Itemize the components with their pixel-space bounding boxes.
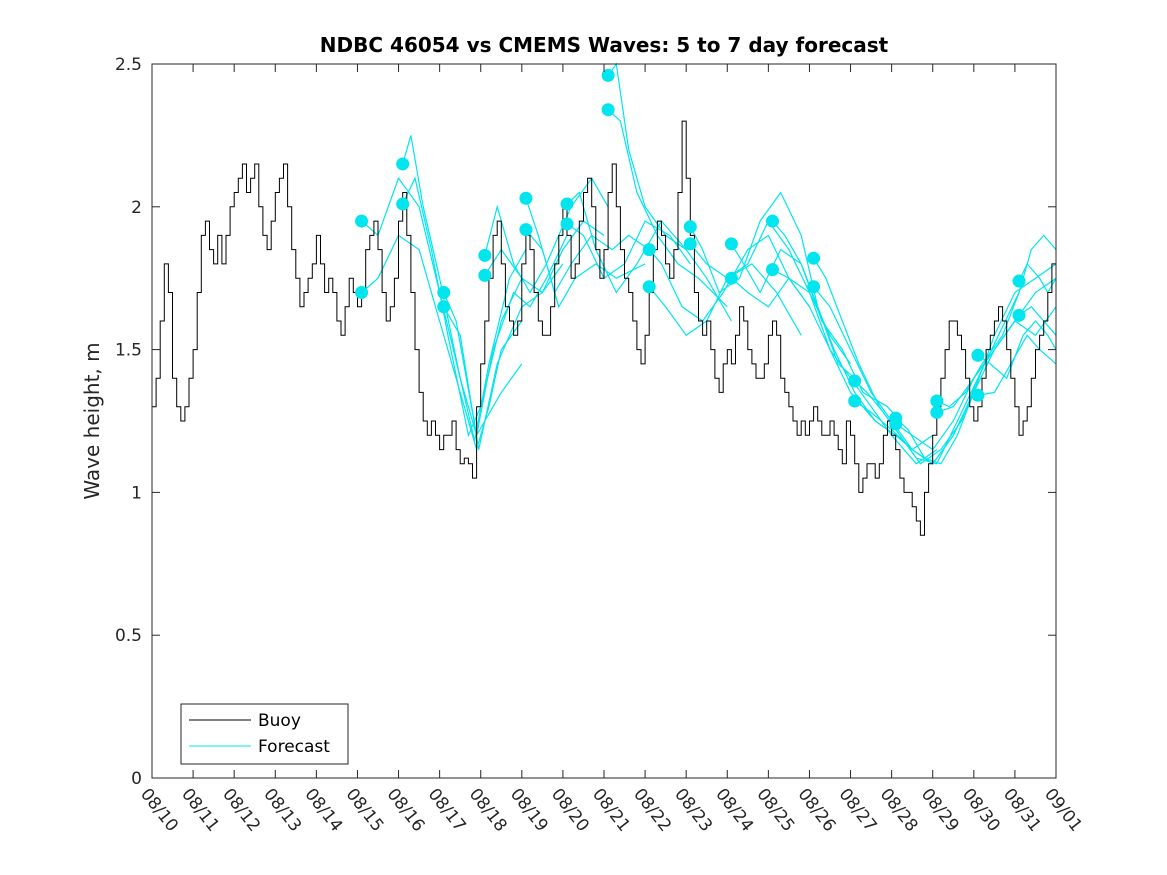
chart-title: NDBC 46054 vs CMEMS Waves: 5 to 7 day fo… — [320, 33, 889, 57]
legend-forecast-label: Forecast — [258, 737, 330, 757]
x-tick-label: 08/23 — [670, 785, 716, 836]
x-tick-label: 08/26 — [794, 785, 840, 836]
x-tick-label: 08/22 — [629, 785, 675, 836]
forecast-line — [854, 292, 1020, 465]
x-tick-label: 08/30 — [958, 785, 1004, 836]
forecast-marker — [971, 348, 985, 362]
forecast-line — [525, 198, 650, 295]
forecast-marker — [971, 388, 985, 402]
forecast-marker — [889, 417, 903, 431]
x-tick-label: 08/18 — [465, 785, 511, 836]
x-tick-label: 08/14 — [300, 785, 346, 836]
forecast-marker — [642, 243, 656, 257]
forecast-line — [689, 191, 856, 379]
forecast-marker — [355, 285, 369, 299]
forecast-line — [936, 234, 1057, 408]
forecast-line — [1018, 262, 1057, 294]
x-tick-label: 08/31 — [999, 785, 1045, 836]
forecast-line — [936, 277, 1057, 413]
x-tick-label: 08/12 — [218, 785, 264, 836]
forecast-marker — [765, 263, 779, 277]
y-tick-label: 0 — [131, 769, 142, 789]
y-axis-ticks: 0 0.5 1 1.5 2 2.5 — [115, 55, 1056, 789]
forecast-marker — [848, 374, 862, 388]
forecast-line — [731, 277, 897, 436]
forecast-marker — [396, 197, 410, 211]
forecast-line — [484, 177, 609, 294]
x-tick-label: 08/15 — [342, 785, 388, 836]
forecast-marker — [560, 197, 574, 211]
forecast-line — [895, 263, 1057, 465]
x-tick-label: 08/11 — [177, 785, 223, 836]
x-tick-label: 08/27 — [835, 785, 881, 836]
forecast-line — [443, 235, 568, 436]
forecast-line — [977, 334, 1057, 396]
forecast-marker — [519, 223, 533, 237]
forecast-marker — [355, 214, 369, 228]
forecast-marker — [930, 405, 944, 419]
y-tick-label: 2 — [131, 198, 142, 218]
forecast-marker — [930, 394, 944, 408]
legend-buoy-label: Buoy — [258, 711, 301, 731]
forecast-marker — [848, 394, 862, 408]
y-tick-label: 0.5 — [115, 626, 142, 646]
forecast-marker — [642, 280, 656, 294]
forecast-line — [402, 135, 527, 442]
forecast-line — [607, 62, 732, 322]
x-tick-label: 08/25 — [752, 785, 798, 836]
plot-area — [152, 64, 1056, 778]
x-tick-label: 08/24 — [711, 785, 757, 836]
forecast-marker — [519, 191, 533, 205]
x-tick-label: 08/28 — [876, 785, 922, 836]
forecast-marker — [560, 217, 574, 231]
forecast-line — [361, 176, 523, 437]
y-tick-label: 2.5 — [115, 55, 142, 75]
x-tick-label: 08/29 — [917, 785, 963, 836]
forecast-marker — [601, 68, 615, 82]
x-tick-label: 08/10 — [136, 785, 182, 836]
forecast-marker — [601, 103, 615, 117]
legend: Buoy Forecast — [180, 703, 349, 765]
forecast-marker — [396, 157, 410, 171]
buoy-line — [152, 120, 1056, 536]
forecast-line — [648, 234, 810, 322]
forecast-marker — [1012, 274, 1026, 288]
forecast-line — [772, 220, 934, 451]
forecast-marker — [807, 280, 821, 294]
x-tick-label: 08/21 — [588, 785, 634, 836]
y-tick-label: 1.5 — [115, 341, 142, 361]
forecast-line — [648, 263, 802, 337]
forecast-marker — [683, 220, 697, 234]
y-axis-label: Wave height, m — [80, 342, 104, 499]
forecast-marker — [765, 214, 779, 228]
forecast-marker — [478, 248, 492, 262]
x-tick-label: 08/16 — [383, 785, 429, 836]
forecast-line — [361, 234, 523, 452]
x-tick-label: 08/19 — [506, 785, 552, 836]
forecast-line — [977, 320, 1057, 380]
legend-box — [180, 703, 349, 765]
forecast-marker — [724, 271, 738, 285]
x-tick-label: 09/01 — [1040, 785, 1086, 836]
x-tick-label: 08/17 — [424, 785, 470, 836]
forecast-marker — [1012, 308, 1026, 322]
forecast-marker — [437, 285, 451, 299]
forecast-marker — [478, 268, 492, 282]
y-tick-label: 1 — [131, 483, 142, 503]
forecast-marker — [437, 300, 451, 314]
forecast-marker — [683, 237, 697, 251]
forecast-line — [1018, 306, 1057, 336]
forecast-markers — [355, 68, 1026, 431]
forecast-marker — [807, 251, 821, 265]
x-tick-label: 08/13 — [259, 785, 305, 836]
x-tick-label: 08/20 — [547, 785, 593, 836]
forecast-marker — [724, 237, 738, 251]
